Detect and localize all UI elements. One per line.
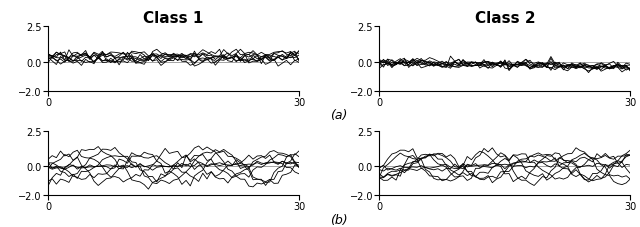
Title: Class 2: Class 2 (475, 11, 535, 26)
Title: Class 1: Class 1 (143, 11, 204, 26)
Text: (a): (a) (330, 108, 348, 121)
Text: (b): (b) (330, 212, 348, 226)
